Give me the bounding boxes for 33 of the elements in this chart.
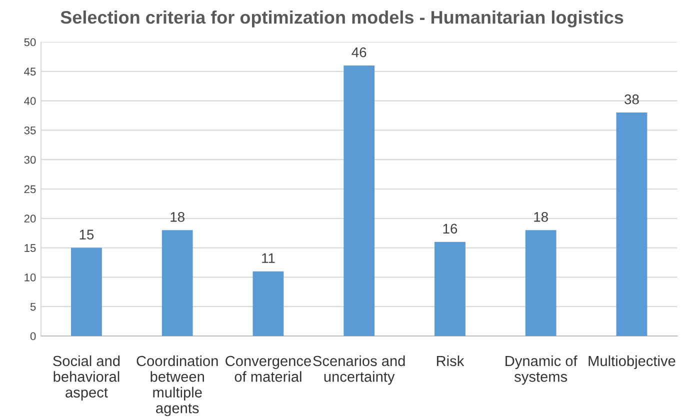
y-tick-label: 40 bbox=[24, 97, 36, 105]
bar bbox=[252, 271, 284, 336]
x-tick-label: Scenarios and uncertainty bbox=[313, 355, 405, 385]
chart-title: Selection criteria for optimization models - Humanitarian logistics bbox=[60, 10, 624, 28]
bar bbox=[525, 230, 556, 336]
y-tick-label: 50 bbox=[24, 38, 36, 46]
y-tick-label: 25 bbox=[24, 185, 36, 194]
bar bbox=[434, 242, 466, 336]
y-tick-label: 10 bbox=[24, 273, 36, 282]
y-tick-label: 5 bbox=[30, 302, 36, 311]
bar bbox=[71, 248, 102, 336]
bar bbox=[162, 230, 193, 336]
y-tick-label: 30 bbox=[24, 156, 36, 164]
data-label: 46 bbox=[352, 47, 366, 58]
bar bbox=[344, 66, 375, 336]
y-tick-label: 20 bbox=[24, 214, 36, 223]
data-label: 18 bbox=[534, 212, 548, 222]
y-tick-label: 15 bbox=[24, 244, 36, 252]
x-tick-label: Coordination between multiple agents bbox=[136, 355, 218, 416]
x-tick-label: Risk bbox=[436, 355, 464, 366]
data-label: 18 bbox=[170, 212, 184, 222]
data-label: 15 bbox=[80, 230, 94, 240]
y-tick-label: 45 bbox=[24, 68, 36, 76]
x-tick-label: Social and behavioral aspect bbox=[53, 355, 120, 400]
y-tick-label: 0 bbox=[30, 332, 36, 340]
y-tick-label: 35 bbox=[24, 126, 36, 134]
x-tick-label: Dynamic of systems bbox=[506, 355, 578, 385]
x-tick-label: Convergence of material bbox=[226, 356, 311, 382]
data-label: 38 bbox=[624, 94, 639, 104]
bar bbox=[616, 112, 648, 336]
x-tick-label: Multiobjective bbox=[588, 355, 676, 370]
data-label: 16 bbox=[443, 224, 458, 234]
data-label: 11 bbox=[262, 253, 275, 263]
